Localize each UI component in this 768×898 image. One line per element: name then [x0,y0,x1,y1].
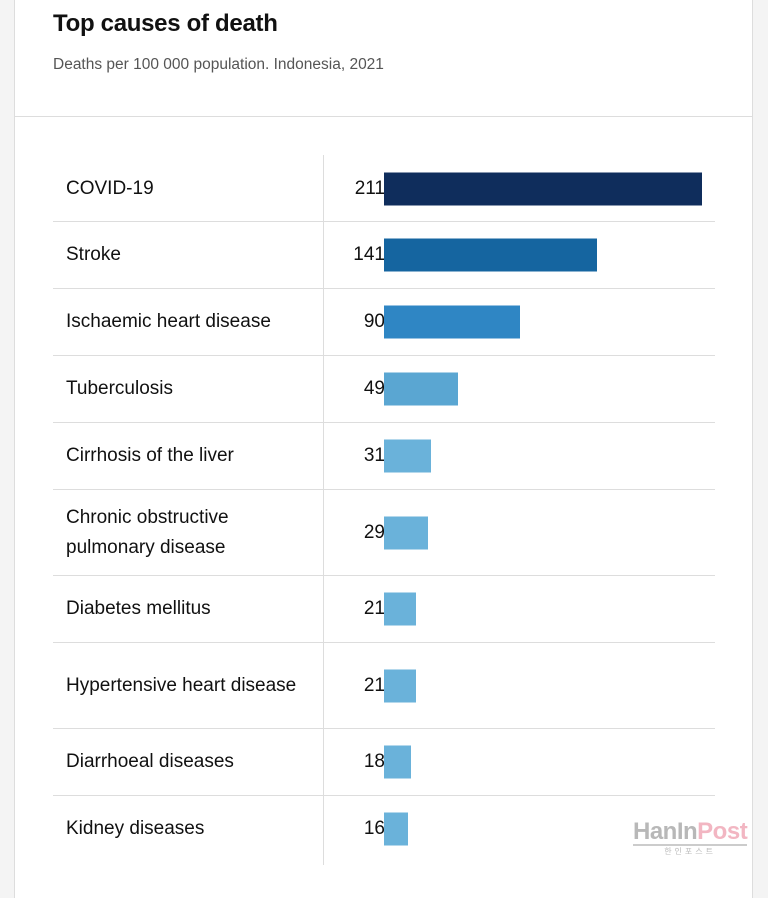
category-label: Diarrhoeal diseases [66,751,234,772]
chart-title: Top causes of death [53,10,278,37]
category-label: Hypertensive heart disease [66,674,297,696]
bar [384,439,431,473]
bar [384,669,416,702]
data-label: 141 [353,244,385,265]
bar-row: Stroke 141 [53,222,715,289]
bar-row: Cirrhosis of the liver 31 [53,423,715,490]
bar [384,305,520,339]
bar [384,592,416,626]
category-label: Chronic obstructive pulmonary disease [66,506,229,558]
category-label: Diabetes mellitus [66,598,211,619]
chart-subtitle: Deaths per 100 000 population. Indonesia… [53,56,384,73]
chart-card: Top causes of death Deaths per 100 000 p… [14,0,753,898]
data-label: 18 [363,751,385,772]
bar [384,516,428,549]
category-label: Stroke [66,244,121,265]
column-divider [323,155,324,865]
watermark-logo: HanInPost 한인포스트 [633,818,748,857]
data-label: 90 [363,311,385,332]
bar-row: Hypertensive heart disease 21 [53,643,715,729]
bar-row: Ischaemic heart disease 90 [53,289,715,356]
watermark-part1: HanIn [633,818,698,845]
bar-row: Diabetes mellitus 21 [53,576,715,643]
bar [384,745,412,779]
bar [384,372,458,406]
data-label: 49 [363,378,385,399]
category-label: Ischaemic heart disease [66,311,271,332]
data-label: 29 [363,521,385,543]
watermark-part2: Post [697,818,748,845]
data-label: 21 [363,598,385,619]
bar-row: Diarrhoeal diseases 18 [53,729,715,796]
bar-row: Chronic obstructive pulmonary disease 29 [53,490,715,576]
category-label: COVID-19 [66,177,154,199]
bar [384,812,409,846]
category-label: Kidney diseases [66,818,205,839]
bar-row: Tuberculosis 49 [53,356,715,423]
watermark-subtext: 한인포스트 [633,844,748,857]
data-label: 211 [354,177,385,199]
data-label: 16 [363,818,385,839]
data-label: 21 [363,674,385,696]
header-divider [15,116,752,117]
bar [384,172,702,205]
bar [384,238,597,272]
bar-row: COVID-19 211 [53,156,715,222]
category-label: Cirrhosis of the liver [66,445,234,466]
data-label: 31 [363,445,385,466]
bar-row: Kidney diseases 16 [53,796,715,862]
category-label: Tuberculosis [66,378,174,399]
